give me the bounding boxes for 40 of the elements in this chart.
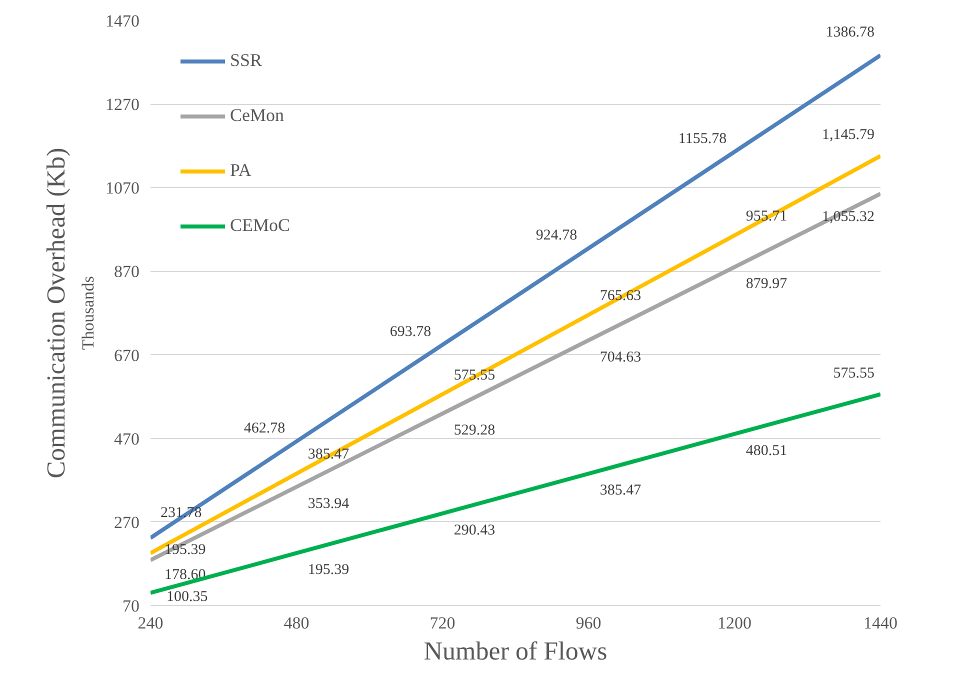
data-label: 1,145.79 [822,126,874,143]
data-label: 1,055.32 [822,208,874,225]
x-tick-label: 240 [138,614,164,632]
legend-label: CeMon [230,105,284,126]
y-tick-label: 1270 [106,95,140,114]
data-label: 195.39 [308,562,350,578]
x-axis-title: Number of Flows [424,636,608,666]
y-tick-label: 870 [114,262,140,282]
y-tick-label: 1070 [106,178,140,198]
data-label: 529.28 [454,422,496,439]
data-label: 704.63 [600,349,642,366]
y-tick-label: 270 [114,512,140,532]
data-label: 879.97 [746,276,788,292]
data-label: 100.35 [166,588,208,605]
legend-label: CEMoC [230,215,290,236]
x-tick-label: 480 [284,614,310,632]
x-tick-label: 720 [430,614,456,632]
x-tick-label: 960 [576,614,602,632]
data-label: 353.94 [308,496,350,512]
legend-label: PA [230,160,252,181]
y-tick-label: 1470 [106,12,140,30]
data-label: 693.78 [390,324,432,340]
y-axis-title: Communication Overhead (Kb) [42,148,70,478]
data-label: 462.78 [244,420,286,436]
y-tick-label: 470 [114,429,140,448]
data-label: 290.43 [454,522,496,538]
x-tick-label: 1200 [718,614,752,632]
data-label: 195.39 [164,542,206,558]
data-label: 1155.78 [678,130,727,147]
data-label: 575.55 [833,365,874,382]
y-tick-label: 70 [122,596,140,616]
legend-label: SSR [230,50,262,71]
x-tick-label: 1440 [864,614,898,632]
data-label: 480.51 [746,442,788,459]
data-label: 1386.78 [826,24,874,40]
text: Thousands [78,276,98,350]
line-series [150,53,880,540]
y-tick-label: 670 [114,346,140,365]
data-label: 924.78 [536,227,578,244]
data-label: 385.47 [600,482,642,499]
